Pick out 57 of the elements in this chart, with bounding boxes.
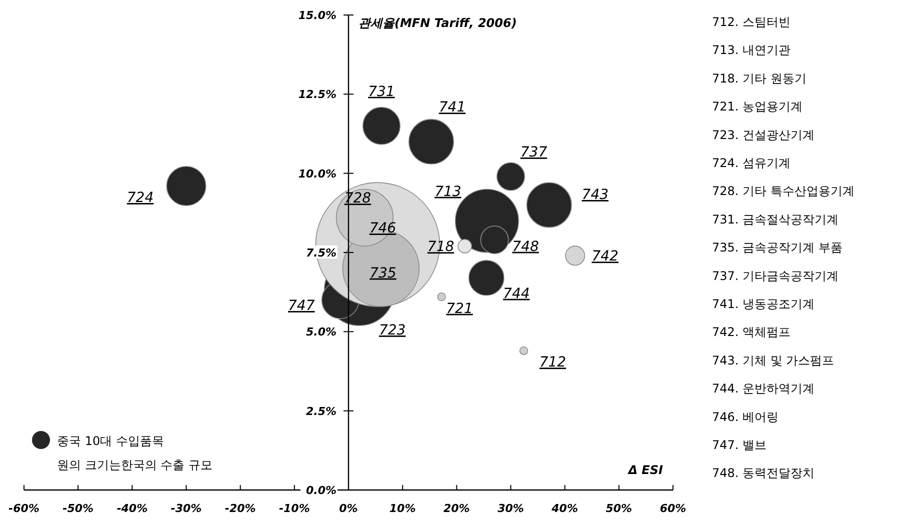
annotation: 742	[592, 248, 619, 265]
y-tick-label: 10.0%	[298, 167, 336, 180]
text: 741. 냉동공조기계	[712, 297, 815, 311]
x-tick-label: -60%	[8, 502, 40, 515]
text: 723. 건설광산기계	[712, 128, 815, 142]
text: 718. 기타 원동기	[712, 71, 806, 86]
annotation: 원의 크기는한국의 수출 규모	[57, 458, 212, 472]
annotation: 723	[378, 322, 406, 338]
legend-label: 중국 10대 수입품목	[57, 434, 164, 448]
annotation: 735	[370, 265, 396, 282]
x-tick-label: 10%	[389, 502, 416, 515]
x-tick-label: 40%	[550, 502, 578, 515]
y-tick-label: 2.5%	[306, 404, 336, 418]
y-tick-label: 5.0%	[306, 326, 336, 339]
text: 712. 스팀터빈	[712, 15, 791, 29]
annotation: 737	[520, 144, 548, 160]
annotation: 744	[503, 286, 530, 302]
annotation: 731	[368, 84, 395, 100]
y-tick-label: 7.5%	[306, 246, 336, 260]
x-tick-label: 20%	[443, 502, 470, 515]
text: 728. 기타 특수산업용기계	[712, 184, 854, 198]
annotation: 718	[427, 239, 454, 256]
x-tick-label: -20%	[224, 502, 256, 515]
annotation: 713	[434, 184, 462, 200]
text: 737. 기타금속공작기계	[712, 268, 839, 283]
y-tick-label: 12.5%	[298, 88, 336, 102]
text: 721. 농업용기계	[712, 100, 803, 114]
x-tick-label: -30%	[170, 502, 202, 515]
text: 713. 내연기관	[712, 43, 791, 58]
annotation: 748	[512, 238, 539, 255]
annotation: 746	[369, 220, 396, 237]
text: 748. 동력전달장치	[712, 466, 815, 480]
annotation: 712	[539, 354, 566, 371]
x-tick-label: -10%	[278, 502, 310, 515]
text: 743. 기체 및 가스펌프	[712, 353, 834, 368]
text: 746. 베어링	[712, 410, 779, 424]
x-tick-label: -40%	[116, 502, 148, 515]
x-tick-label: 0%	[339, 502, 358, 515]
text: 731. 금속절삭공작기계	[712, 212, 839, 226]
text: 724. 섬유기계	[712, 156, 791, 170]
x-tick-label: 30%	[498, 502, 524, 515]
annotation: 724	[126, 190, 154, 206]
text: 735. 금속공작기계 부품	[712, 240, 842, 255]
y-axis-title: 관세율(MFN Tariff, 2006)	[358, 16, 517, 30]
annotation: 747	[288, 298, 315, 314]
x-tick-label: 50%	[606, 502, 632, 515]
x-axis-title: Δ ESI	[627, 463, 664, 477]
annotation: 741	[438, 100, 466, 116]
y-tick-label: 0.0%	[306, 484, 336, 497]
annotation: 743	[582, 187, 609, 203]
text: 744. 운반하역기계	[712, 382, 815, 396]
text: 747. 밸브	[712, 438, 767, 452]
y-tick-label: 15.0%	[298, 9, 336, 22]
text: 742. 액체펌프	[712, 325, 791, 340]
annotation: 721	[446, 300, 473, 317]
x-tick-label: -50%	[62, 502, 94, 515]
x-tick-label: 60%	[660, 502, 686, 515]
